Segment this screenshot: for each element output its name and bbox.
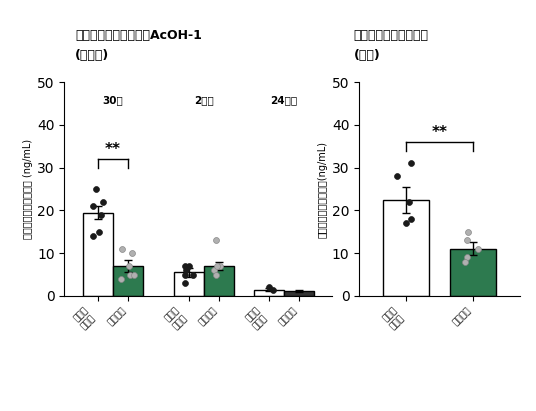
Text: (尿中): (尿中) <box>354 49 381 62</box>
Point <box>212 271 220 278</box>
Point <box>117 275 125 282</box>
Text: **: ** <box>105 142 121 157</box>
Point <box>464 229 472 235</box>
Point <box>89 203 98 210</box>
Point <box>213 263 221 269</box>
Text: 24時間: 24時間 <box>271 95 297 105</box>
Point <box>264 284 273 291</box>
Point <box>216 263 225 269</box>
Point <box>182 267 190 274</box>
Point <box>474 246 482 252</box>
Point <box>94 229 103 235</box>
Point <box>269 286 277 293</box>
Point <box>129 271 138 278</box>
Bar <box>254 289 284 296</box>
Point <box>180 280 189 286</box>
Point <box>407 160 415 167</box>
Text: デオキシニバレノールAcOH-1: デオキシニバレノールAcOH-1 <box>75 29 202 42</box>
Point <box>126 271 135 278</box>
Point <box>96 211 105 218</box>
Bar <box>204 266 234 296</box>
Text: 2時間: 2時間 <box>194 95 213 105</box>
Bar <box>174 272 204 296</box>
Point <box>124 263 133 269</box>
Point <box>463 237 472 244</box>
Point <box>117 246 126 252</box>
Point <box>401 220 410 226</box>
Point <box>213 263 222 269</box>
Point <box>463 254 471 261</box>
Bar <box>83 212 113 296</box>
Point <box>189 271 197 278</box>
Point <box>212 237 220 244</box>
Point <box>406 216 415 222</box>
Point <box>89 233 98 239</box>
Point <box>404 199 413 205</box>
Point <box>185 263 193 269</box>
Point <box>461 259 470 265</box>
Bar <box>113 266 143 296</box>
Text: デオキシニバレノール: デオキシニバレノール <box>354 29 429 42</box>
Bar <box>383 200 429 296</box>
Y-axis label: デオキシニバレノール(ng/mL): デオキシニバレノール(ng/mL) <box>318 141 327 238</box>
Text: **: ** <box>431 125 448 140</box>
Text: 30分: 30分 <box>102 95 123 105</box>
Bar <box>284 291 314 296</box>
Bar <box>450 249 496 296</box>
Point <box>128 250 137 256</box>
Point <box>181 263 189 269</box>
Point <box>210 267 218 274</box>
Point <box>393 173 401 180</box>
Point <box>92 186 100 192</box>
Point <box>99 199 108 205</box>
Text: (血漿中): (血漿中) <box>75 49 109 62</box>
Y-axis label: デオキシニバレノール (ng/mL): デオキシニバレノール (ng/mL) <box>23 139 33 239</box>
Point <box>180 271 189 278</box>
